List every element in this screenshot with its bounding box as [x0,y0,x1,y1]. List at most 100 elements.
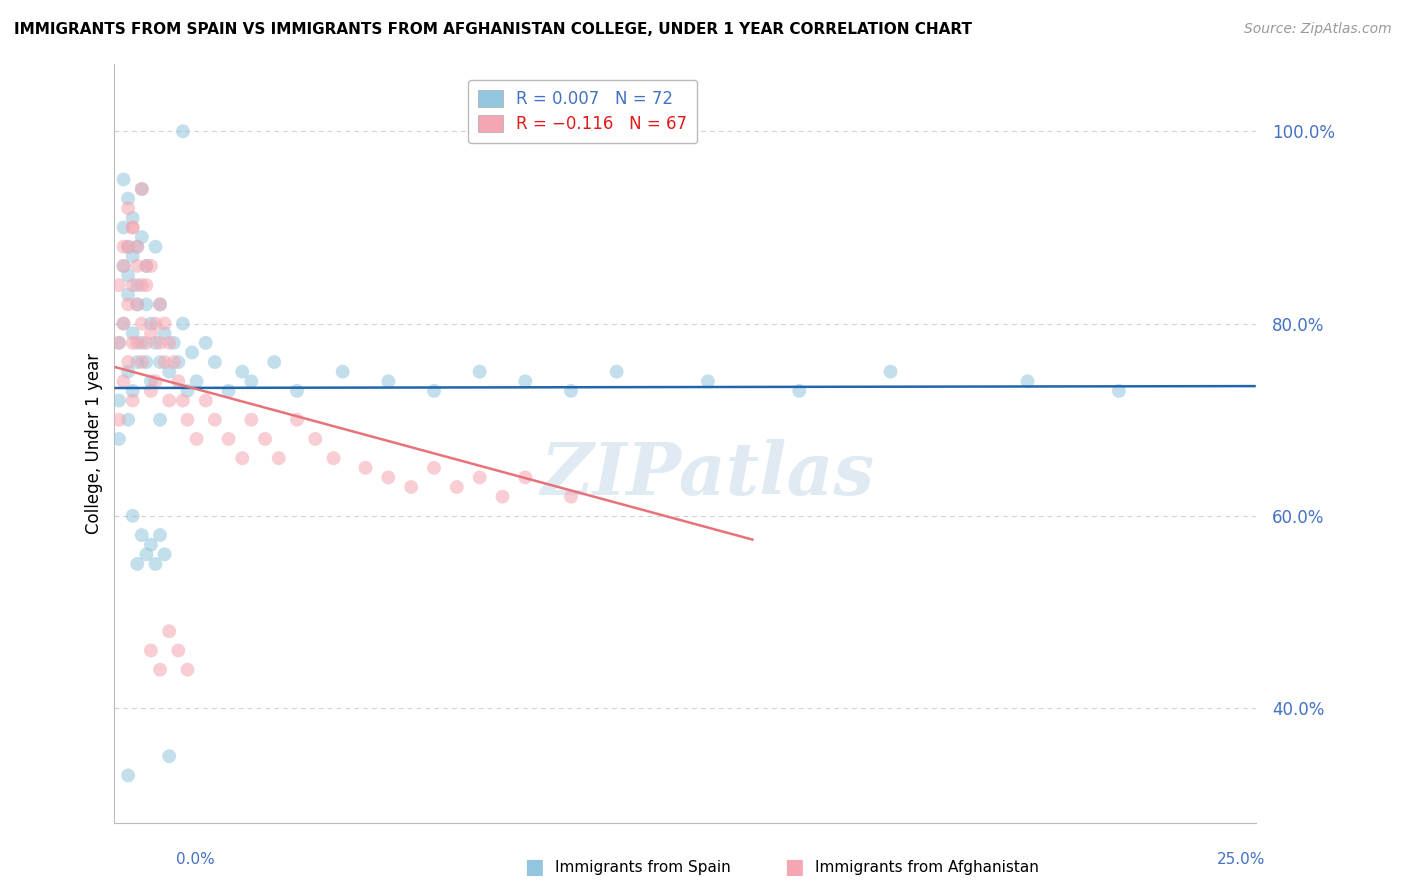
Point [377,470,399,484]
Point [879,365,901,379]
Point [254,432,277,446]
Point [127,355,149,369]
Point [149,297,172,311]
Point [131,182,153,196]
Point [127,259,149,273]
Point [121,220,143,235]
Point [117,365,139,379]
Point [186,432,208,446]
Point [117,201,139,215]
Text: IMMIGRANTS FROM SPAIN VS IMMIGRANTS FROM AFGHANISTAN COLLEGE, UNDER 1 YEAR CORRE: IMMIGRANTS FROM SPAIN VS IMMIGRANTS FROM… [14,22,972,37]
Point [127,240,149,254]
Point [218,384,240,398]
Point [285,413,308,427]
Legend: R = 0.007   N = 72, R = −0.116   N = 67: R = 0.007 N = 72, R = −0.116 N = 67 [468,80,697,143]
Point [560,384,582,398]
Point [176,384,198,398]
Point [135,278,157,293]
Point [127,278,149,293]
Point [149,663,172,677]
Point [172,393,194,408]
Point [145,240,167,254]
Point [186,374,208,388]
Point [127,297,149,311]
Point [172,317,194,331]
Point [131,528,153,542]
Point [176,663,198,677]
Point [127,557,149,571]
Point [121,249,143,263]
Text: Source: ZipAtlas.com: Source: ZipAtlas.com [1244,22,1392,37]
Point [697,374,720,388]
Point [135,297,157,311]
Point [139,326,162,341]
Point [117,413,139,427]
Point [131,317,153,331]
Point [468,365,491,379]
Point [560,490,582,504]
Point [108,393,131,408]
Point [399,480,422,494]
Point [332,365,354,379]
Point [112,259,135,273]
Point [121,278,143,293]
Point [117,768,139,782]
Point [231,451,253,466]
Point [108,432,131,446]
Point [304,432,326,446]
Point [108,335,131,350]
Point [127,240,149,254]
Point [194,393,217,408]
Point [157,749,180,764]
Point [163,335,186,350]
Text: ZIPatlas: ZIPatlas [541,439,875,509]
Point [468,470,491,484]
Text: 25.0%: 25.0% [1218,852,1265,867]
Point [135,355,157,369]
Text: 0.0%: 0.0% [176,852,215,867]
Point [145,335,167,350]
Point [131,355,153,369]
Point [117,287,139,301]
Point [322,451,344,466]
Point [139,643,162,657]
Point [121,335,143,350]
Point [121,393,143,408]
Point [153,355,176,369]
Point [112,374,135,388]
Point [204,413,226,427]
Point [149,413,172,427]
Point [117,268,139,283]
Point [117,240,139,254]
Point [139,538,162,552]
Point [112,220,135,235]
Point [204,355,226,369]
Point [112,317,135,331]
Point [446,480,468,494]
Point [112,240,135,254]
Point [167,355,190,369]
Text: Immigrants from Afghanistan: Immigrants from Afghanistan [815,860,1039,874]
Point [139,259,162,273]
Point [267,451,290,466]
Point [121,211,143,225]
Point [108,278,131,293]
Point [127,297,149,311]
Point [285,384,308,398]
Point [149,297,172,311]
Point [606,365,628,379]
Point [117,297,139,311]
Point [1017,374,1039,388]
Point [176,413,198,427]
Point [135,335,157,350]
Point [181,345,204,359]
Point [112,172,135,186]
Point [117,192,139,206]
Point [172,124,194,138]
Text: ■: ■ [524,857,544,877]
Point [131,182,153,196]
Point [491,490,513,504]
Point [167,643,190,657]
Point [354,460,377,475]
Point [149,528,172,542]
